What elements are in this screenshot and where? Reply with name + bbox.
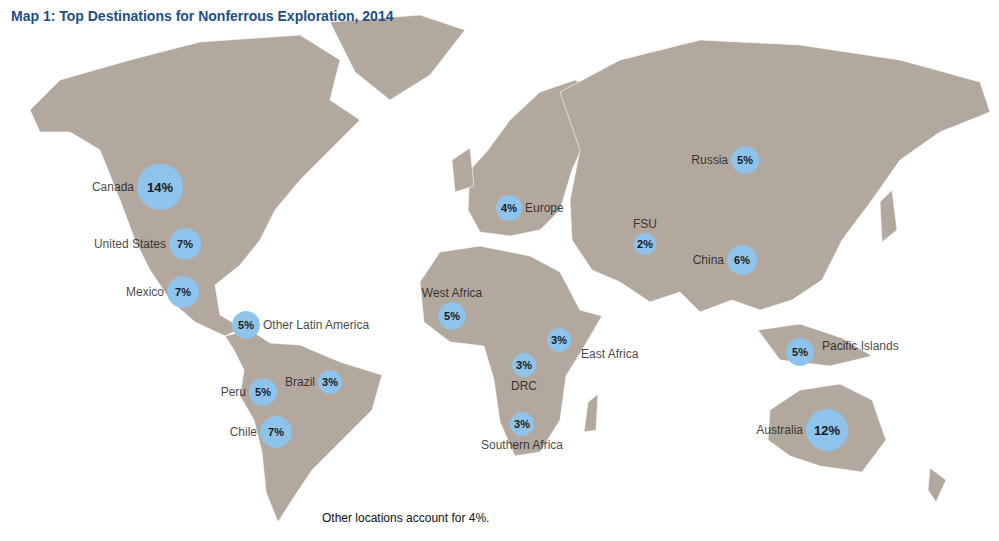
- svg-text:3%: 3%: [551, 334, 567, 346]
- svg-text:West Africa: West Africa: [422, 286, 483, 300]
- svg-text:Southern Africa: Southern Africa: [481, 438, 563, 452]
- svg-text:6%: 6%: [734, 254, 750, 266]
- svg-text:Other locations account for 4%: Other locations account for 4%.: [322, 511, 489, 525]
- svg-text:3%: 3%: [516, 359, 532, 371]
- svg-text:7%: 7%: [268, 426, 284, 438]
- svg-text:3%: 3%: [322, 376, 338, 388]
- svg-text:Australia: Australia: [756, 423, 803, 437]
- svg-text:12%: 12%: [814, 423, 840, 438]
- svg-text:Peru: Peru: [221, 385, 246, 399]
- svg-text:2%: 2%: [637, 238, 653, 250]
- svg-text:DRC: DRC: [511, 379, 537, 393]
- svg-text:5%: 5%: [737, 154, 753, 166]
- svg-text:7%: 7%: [175, 286, 191, 298]
- svg-text:FSU: FSU: [633, 217, 657, 231]
- svg-text:Pacific Islands: Pacific Islands: [822, 339, 899, 353]
- svg-text:4%: 4%: [501, 202, 517, 214]
- svg-text:5%: 5%: [444, 310, 460, 322]
- svg-text:Other Latin America: Other Latin America: [263, 318, 369, 332]
- svg-text:Mexico: Mexico: [126, 285, 164, 299]
- svg-text:3%: 3%: [514, 418, 530, 430]
- svg-text:East Africa: East Africa: [581, 347, 639, 361]
- svg-text:5%: 5%: [792, 346, 808, 358]
- svg-text:5%: 5%: [238, 319, 254, 331]
- svg-text:Brazil: Brazil: [285, 375, 315, 389]
- svg-text:Europe: Europe: [525, 201, 564, 215]
- svg-text:Russia: Russia: [691, 153, 728, 167]
- svg-text:Chile: Chile: [230, 425, 258, 439]
- svg-text:5%: 5%: [255, 386, 271, 398]
- svg-text:Canada: Canada: [92, 180, 134, 194]
- svg-text:14%: 14%: [147, 180, 173, 195]
- svg-text:China: China: [693, 253, 725, 267]
- svg-text:Map 1: Top Destinations for No: Map 1: Top Destinations for Nonferrous E…: [11, 8, 394, 24]
- svg-text:7%: 7%: [177, 238, 193, 250]
- svg-text:United States: United States: [94, 237, 166, 251]
